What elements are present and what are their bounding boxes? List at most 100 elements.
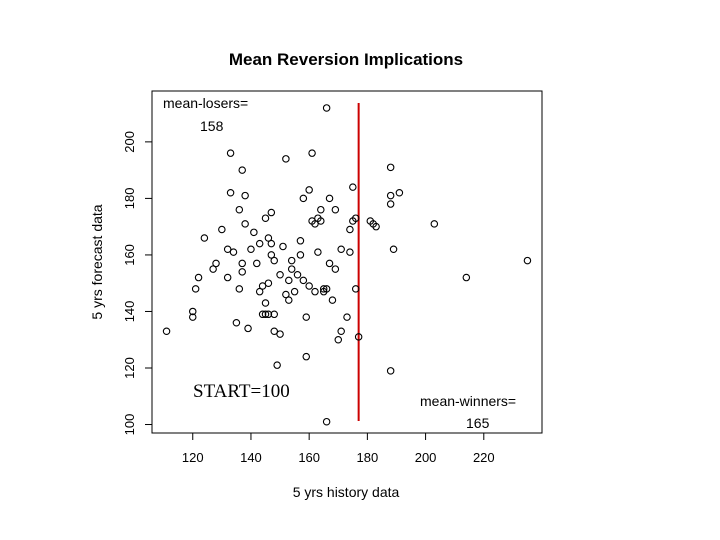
data-point (331, 265, 340, 273)
data-point (325, 259, 334, 268)
data-point (270, 310, 278, 319)
data-point (191, 285, 200, 293)
mean-winners-value: 165 (466, 415, 490, 431)
data-point (302, 313, 311, 321)
data-point (331, 205, 340, 214)
data-point (334, 335, 343, 344)
scatter-points (162, 104, 532, 426)
data-point (296, 237, 305, 245)
data-point (319, 285, 328, 293)
data-point (264, 234, 273, 242)
data-point (305, 186, 313, 194)
data-point (349, 183, 357, 191)
y-tick-label: 160 (122, 244, 137, 266)
data-point (223, 245, 232, 254)
data-point (270, 327, 278, 335)
data-point (299, 276, 308, 285)
mean-losers-label: mean-losers= (163, 95, 248, 111)
data-point (282, 290, 290, 299)
data-point (337, 327, 345, 335)
data-point (273, 361, 281, 369)
data-point (241, 191, 249, 200)
data-point (354, 333, 363, 341)
data-point (258, 310, 267, 319)
data-point (287, 256, 296, 265)
data-point (235, 205, 244, 214)
data-point (244, 324, 252, 333)
mean-losers-value: 158 (200, 118, 224, 134)
mean-winners-label: mean-winners= (420, 393, 516, 409)
x-axis-label: 5 yrs history data (293, 484, 400, 500)
data-point (238, 166, 246, 174)
y-tick-label: 200 (122, 131, 137, 153)
data-point (462, 273, 471, 282)
data-point (270, 256, 278, 265)
data-point (212, 259, 220, 268)
y-tick-label: 180 (122, 188, 137, 210)
data-point (267, 251, 276, 259)
data-point (337, 245, 345, 254)
data-point (372, 222, 380, 231)
data-point (343, 313, 351, 321)
data-point (223, 273, 232, 282)
data-point (264, 279, 273, 287)
data-point (253, 259, 261, 268)
data-point (261, 299, 270, 307)
data-point (258, 282, 267, 290)
data-point (162, 327, 171, 335)
data-point (523, 256, 532, 265)
data-point (200, 234, 209, 242)
start-label: START=100 (193, 381, 290, 402)
data-point (285, 296, 293, 304)
data-point (317, 205, 325, 214)
data-point (238, 268, 246, 276)
chart-title: Mean Reversion Implications (229, 50, 463, 69)
x-tick-label: 120 (182, 450, 204, 465)
data-point (232, 319, 241, 327)
data-point (226, 189, 235, 197)
data-point (241, 220, 249, 228)
data-point (188, 313, 197, 321)
data-point (290, 287, 299, 296)
data-point (238, 259, 246, 268)
data-point (351, 285, 360, 293)
data-point (328, 296, 337, 304)
data-point (218, 225, 226, 234)
data-point (308, 149, 316, 157)
data-point (311, 220, 319, 228)
data-point (311, 287, 319, 296)
data-point (346, 225, 354, 234)
data-point (299, 194, 308, 203)
y-tick-label: 120 (122, 357, 137, 379)
y-axis: 100 120 140 160 180 200 (122, 131, 152, 435)
x-tick-label: 160 (298, 450, 320, 465)
data-point (386, 200, 395, 208)
y-tick-label: 100 (122, 414, 137, 436)
data-point (229, 248, 238, 256)
data-point (276, 270, 284, 279)
data-point (322, 104, 331, 112)
data-point (264, 310, 273, 319)
y-tick-label: 140 (122, 301, 137, 323)
data-point (314, 248, 322, 256)
data-point (430, 220, 439, 228)
y-axis-label: 5 yrs forecast data (89, 204, 105, 319)
data-point (386, 191, 395, 200)
data-point (267, 239, 276, 248)
data-point (282, 155, 290, 163)
data-point (317, 217, 325, 225)
data-point (305, 282, 313, 290)
data-point (293, 270, 302, 279)
data-point (226, 149, 235, 157)
x-tick-label: 140 (240, 450, 262, 465)
data-point (235, 285, 244, 293)
data-point (209, 265, 217, 273)
x-axis: 120 140 160 180 200 220 (182, 433, 495, 465)
data-point (188, 307, 197, 316)
data-point (296, 251, 305, 259)
x-tick-label: 180 (357, 450, 379, 465)
data-point (255, 287, 264, 296)
data-point (346, 248, 354, 256)
data-point (322, 285, 331, 293)
data-point (261, 310, 270, 319)
